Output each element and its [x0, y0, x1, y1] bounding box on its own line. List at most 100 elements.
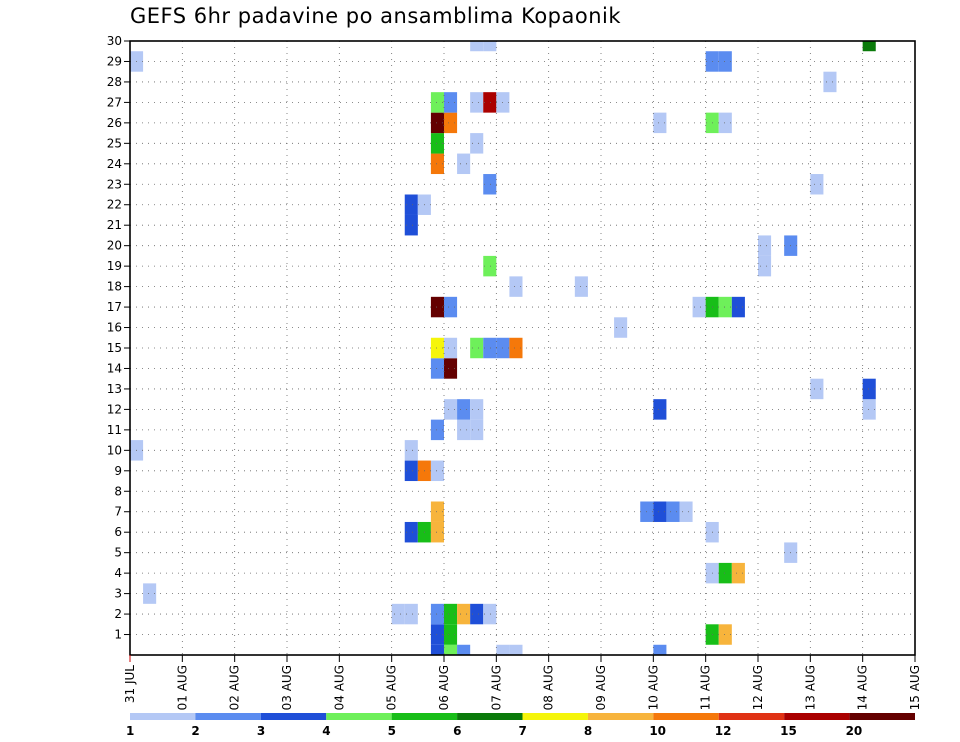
x-tick-label: 04 AUG	[332, 665, 346, 710]
heatmap-cell	[404, 603, 418, 625]
heatmap-cell	[444, 337, 458, 359]
y-tick-label: 6	[114, 525, 122, 539]
heatmap-cell	[430, 153, 444, 175]
colorbar: 1 2 3 4 5 6 7 8 10 12 15 20	[126, 713, 915, 738]
x-tick-label: 11 AUG	[699, 665, 713, 710]
heatmap-cell	[653, 112, 667, 134]
x-tick-label: 07 AUG	[489, 665, 503, 710]
heatmap-cell	[862, 41, 876, 52]
colorbar-swatch	[587, 713, 654, 720]
heatmap-cell	[614, 317, 628, 338]
y-tick-label: 22	[107, 198, 122, 212]
heatmap-cell	[404, 460, 418, 482]
heatmap-cell	[444, 296, 458, 318]
y-tick-label: 17	[107, 300, 122, 314]
heatmap-cell	[731, 296, 745, 318]
heatmap-cell	[404, 194, 418, 215]
heatmap-cell	[430, 603, 444, 625]
colorbar-swatch	[849, 713, 915, 720]
heatmap-cell	[823, 71, 837, 93]
x-tick-label: 02 AUG	[228, 665, 242, 710]
x-tick-label: 14 AUG	[856, 665, 870, 710]
heatmap-cell	[457, 644, 471, 655]
heatmap-cell	[718, 624, 732, 645]
y-tick-label: 1	[114, 628, 122, 642]
heatmap-cell	[666, 501, 680, 522]
heatmap-cell	[444, 603, 458, 625]
heatmap-cell	[457, 603, 471, 625]
y-tick-label: 28	[107, 75, 122, 89]
heatmap-cell	[483, 337, 497, 359]
colorbar-label: 5	[388, 724, 396, 738]
chart-title: GEFS 6hr padavine po ansamblima Kopaonik	[130, 4, 622, 28]
heatmap-cell	[430, 501, 444, 522]
heatmap-cell	[391, 603, 405, 625]
x-tick-label: 08 AUG	[542, 665, 556, 710]
x-tick-label: 13 AUG	[803, 665, 817, 710]
heatmap-cell	[574, 276, 588, 297]
x-tick-label: 03 AUG	[280, 665, 294, 710]
y-tick-label: 18	[107, 280, 122, 294]
colorbar-label: 3	[257, 724, 265, 738]
heatmap-cell	[430, 92, 444, 113]
heatmap-cell	[810, 174, 824, 195]
heatmap-cell	[483, 41, 497, 52]
x-tick-label: 06 AUG	[437, 665, 451, 710]
y-tick-label: 9	[114, 464, 122, 478]
colorbar-swatch	[391, 713, 458, 720]
heatmap-cell	[758, 255, 772, 277]
heatmap-cell	[496, 644, 510, 655]
colorbar-label: 6	[453, 724, 461, 738]
y-tick-label: 8	[114, 484, 122, 498]
colorbar-swatch	[326, 713, 392, 720]
heatmap-cell	[430, 337, 444, 359]
heatmap-cell	[430, 112, 444, 134]
heatmap-cell	[470, 133, 484, 154]
y-tick-label: 27	[107, 95, 122, 109]
colorbar-label: 4	[322, 724, 330, 738]
y-tick-label: 26	[107, 116, 122, 130]
colorbar-label: 15	[780, 724, 797, 738]
heatmap-cell	[470, 92, 484, 113]
y-tick-label: 4	[114, 566, 122, 580]
grid-layer	[130, 40, 915, 655]
heatmap-cell	[457, 419, 471, 441]
y-tick-label: 12	[107, 402, 122, 416]
heatmap-cell	[143, 583, 157, 604]
y-tick-label: 11	[107, 423, 122, 437]
heatmap-cell	[444, 358, 458, 379]
heatmap-cell	[444, 624, 458, 645]
heatmap-cell	[653, 644, 667, 655]
heatmap-cell	[679, 501, 693, 522]
heatmap-cell	[457, 153, 471, 175]
heatmap-cell	[430, 521, 444, 543]
heatmap-cell	[758, 235, 772, 256]
colorbar-label: 8	[584, 724, 592, 738]
heatmap-cell	[444, 112, 458, 134]
heatmap-cell	[430, 358, 444, 379]
y-tick-label: 20	[107, 239, 122, 253]
x-tick-label: 31 JUL	[123, 665, 137, 703]
y-tick-label: 16	[107, 321, 122, 335]
heatmap-cell	[483, 174, 497, 195]
heatmap-cell	[404, 214, 418, 236]
heatmap-cell	[653, 501, 667, 522]
x-tick-label: 15 AUG	[908, 665, 922, 710]
heatmap-cell	[470, 399, 484, 420]
heatmap-cell	[470, 41, 484, 52]
y-tick-label: 24	[107, 157, 122, 171]
x-tick-label: 01 AUG	[175, 665, 189, 710]
y-tick-label: 14	[107, 361, 122, 375]
heatmap-cell	[862, 399, 876, 420]
heatmap-cell	[509, 644, 523, 655]
heatmap-cell	[444, 92, 458, 113]
heatmap-cell	[692, 296, 706, 318]
heatmap-cell	[810, 378, 824, 400]
heatmap-cell	[430, 133, 444, 154]
heatmap-cell	[470, 603, 484, 625]
heatmap-cell	[444, 399, 458, 420]
heatmap-cell	[404, 521, 418, 543]
colorbar-swatch	[653, 713, 719, 720]
heatmap-cell	[718, 112, 732, 134]
heatmap-cell	[653, 399, 667, 420]
